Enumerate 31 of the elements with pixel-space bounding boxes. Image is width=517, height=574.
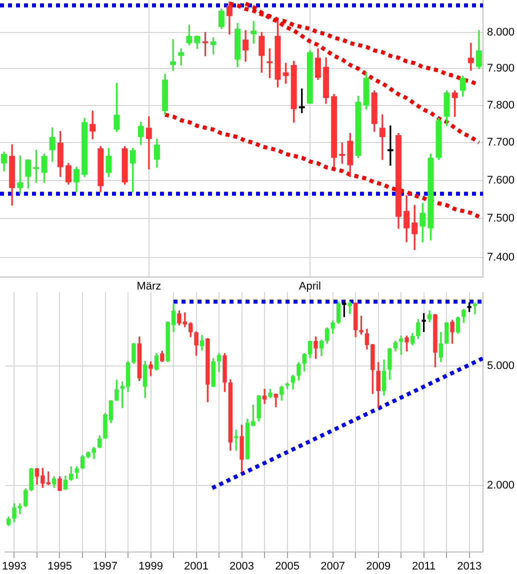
x-tick-label: 2003 bbox=[230, 560, 254, 573]
y-tick-label: 7.800 bbox=[487, 99, 515, 112]
x-tick-label: 1997 bbox=[93, 560, 118, 573]
x-tick-label: 1993 bbox=[2, 560, 26, 573]
y-tick-label: 2.000 bbox=[487, 479, 515, 492]
candlestick bbox=[472, 302, 478, 314]
x-tick-label: 2001 bbox=[184, 560, 209, 573]
x-tick-label: 2007 bbox=[320, 560, 346, 573]
candlestick bbox=[90, 110, 96, 140]
y-tick-label: 8.000 bbox=[487, 26, 515, 38]
x-tick-label: 1999 bbox=[138, 560, 164, 573]
y-tick-label: 7.400 bbox=[487, 251, 515, 264]
candlestick bbox=[387, 126, 394, 166]
x-tick-label: 2011 bbox=[412, 560, 436, 573]
x-tick-label: 1995 bbox=[48, 560, 72, 573]
y-tick-label: 5.000 bbox=[487, 360, 515, 372]
line-series bbox=[163, 112, 481, 219]
x-tick-label: März bbox=[136, 280, 162, 293]
x-tick-label: 2005 bbox=[275, 560, 300, 573]
y-tick-label: 7.900 bbox=[487, 62, 515, 75]
y-tick-label: 7.500 bbox=[487, 212, 515, 225]
candlestick bbox=[146, 116, 152, 170]
candlestick bbox=[412, 204, 418, 250]
candlestick bbox=[250, 21, 257, 44]
candlestick bbox=[170, 39, 176, 71]
x-tick-label: 2013 bbox=[457, 560, 482, 573]
candlestick bbox=[468, 42, 474, 71]
x-tick-label: April bbox=[298, 280, 321, 293]
x-tick-label: 2009 bbox=[366, 560, 391, 573]
y-tick-label: 7.600 bbox=[487, 174, 515, 186]
y-tick-label: 7.700 bbox=[487, 136, 515, 149]
